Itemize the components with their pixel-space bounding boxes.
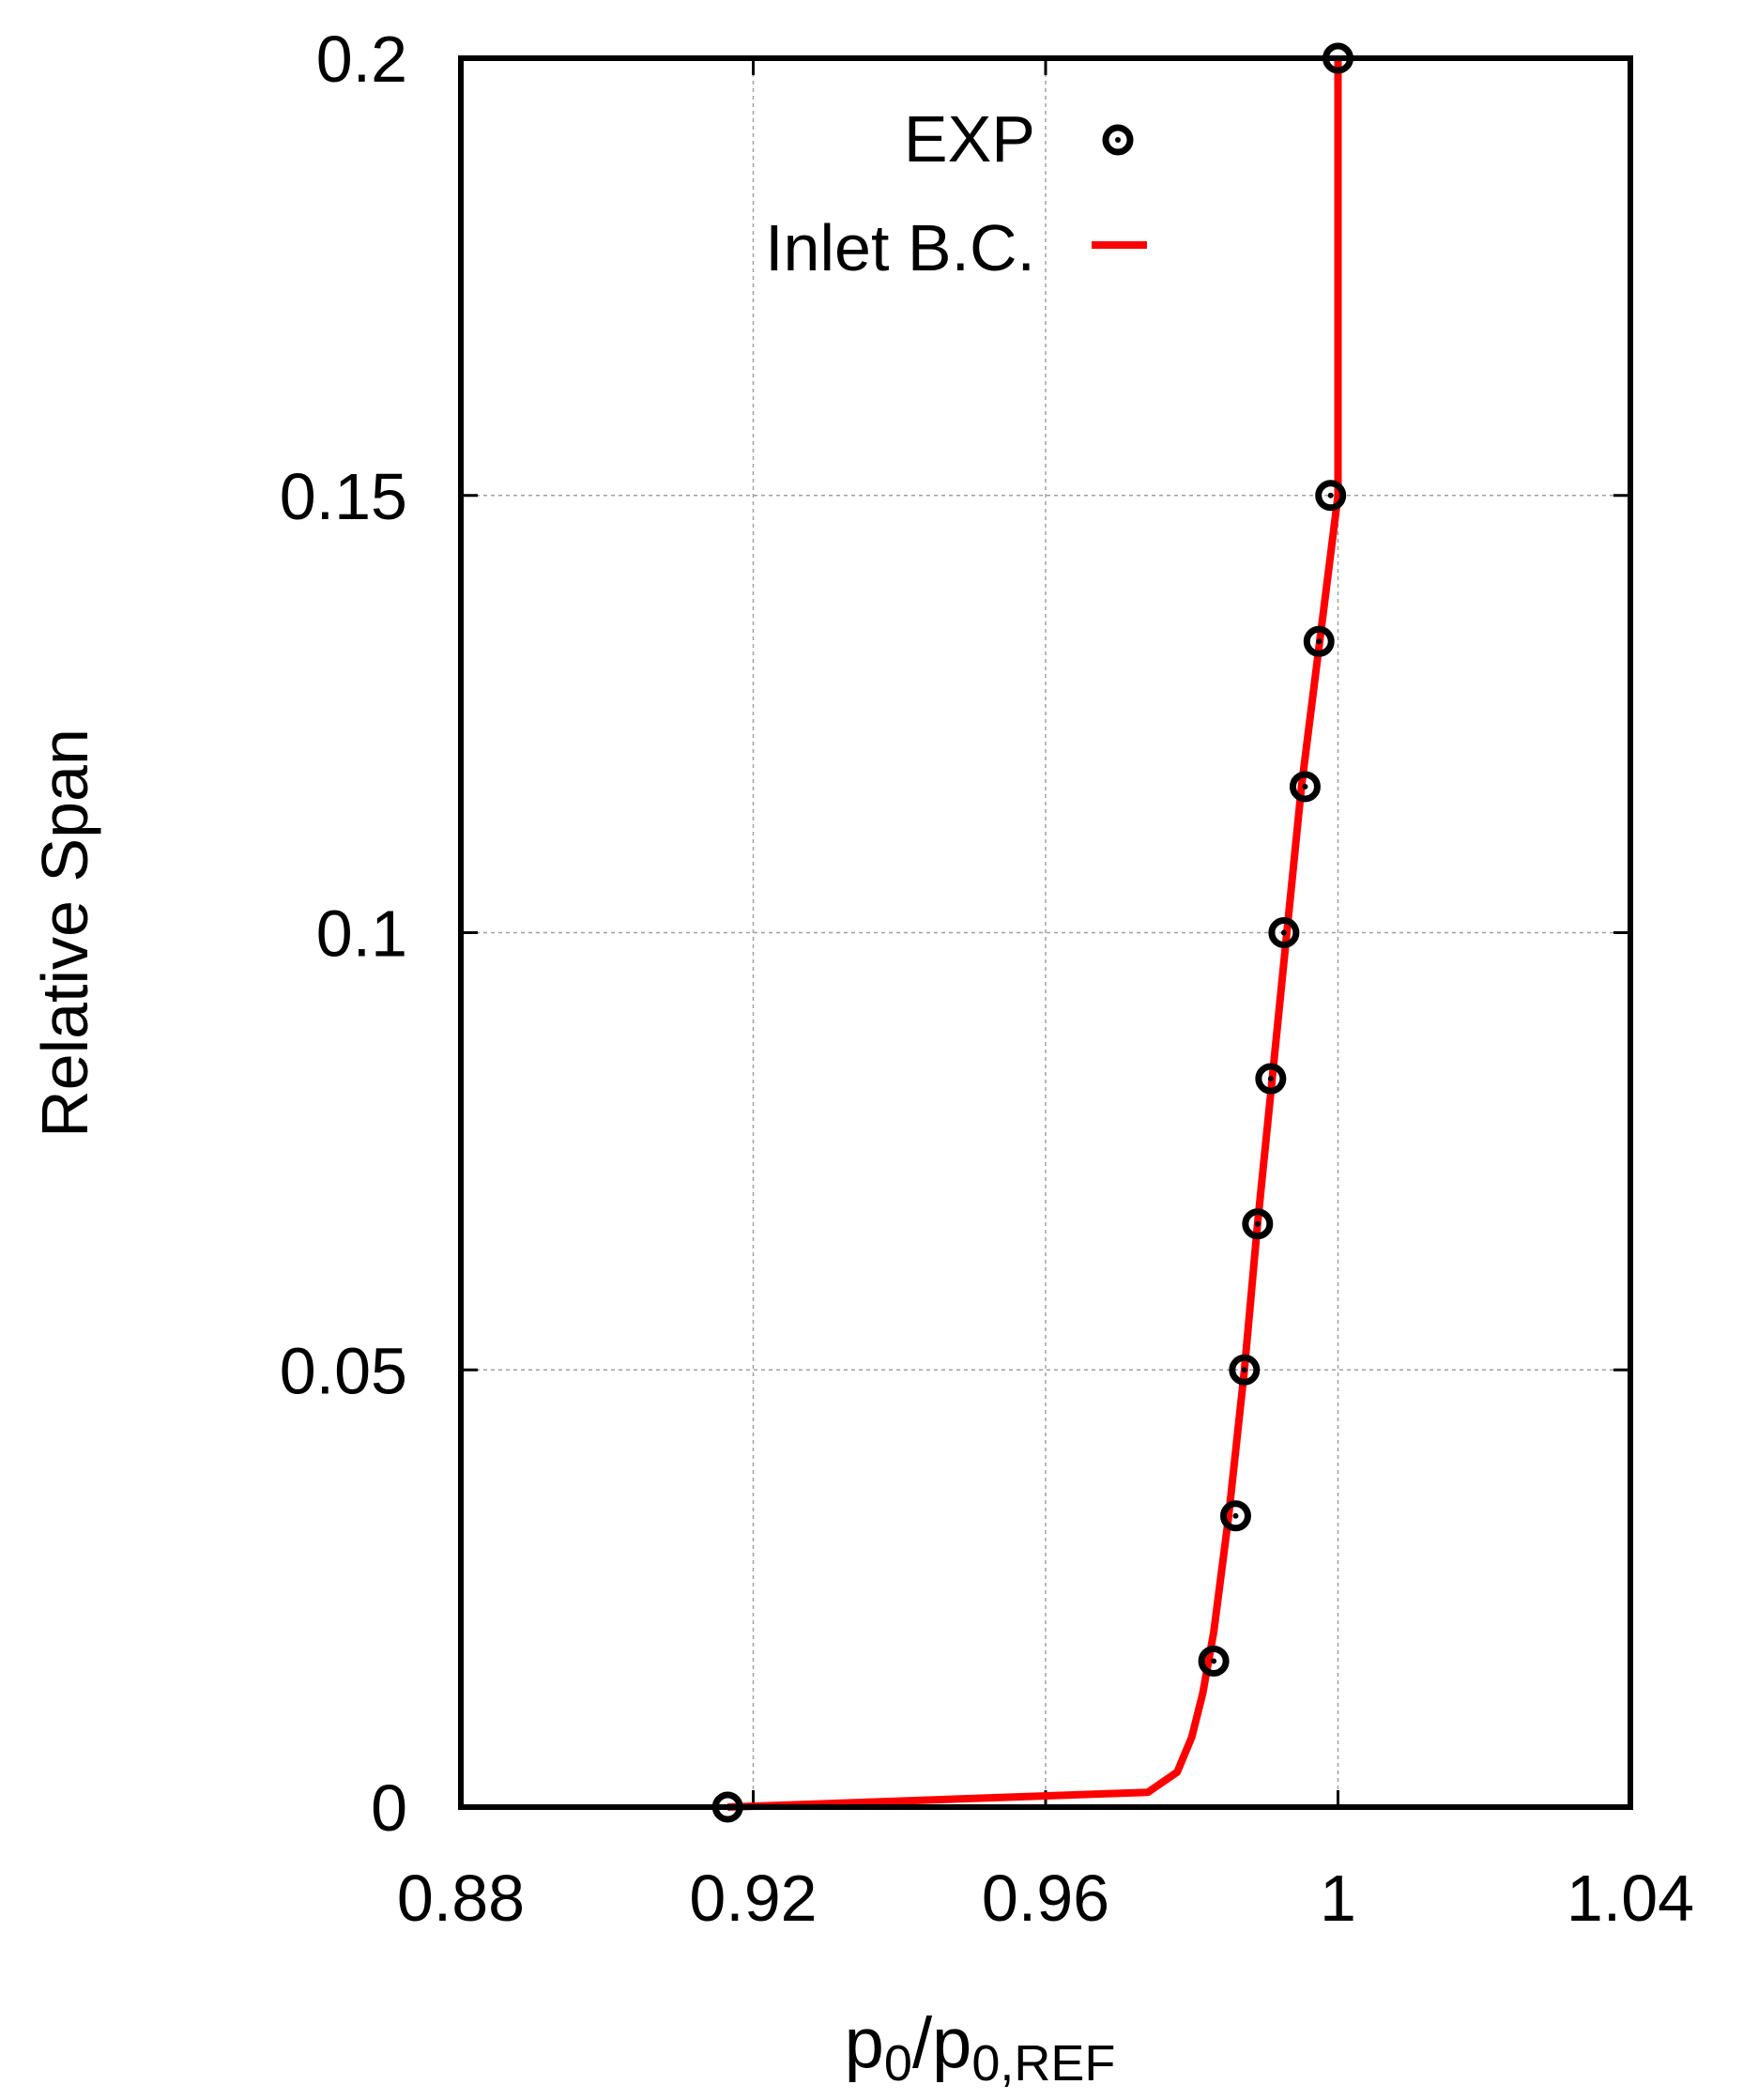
exp-data-point (1289, 771, 1321, 803)
legend-marker-exp (1102, 124, 1134, 156)
y-tick-label: 0 (371, 1771, 407, 1845)
x-tick-label: 0.96 (982, 1862, 1109, 1935)
legend-label-exp: EXP (904, 102, 1035, 176)
y-axis-label: Relative Span (28, 728, 101, 1138)
x-tick-label: 1 (1320, 1862, 1356, 1935)
x-tick-label: 0.92 (689, 1862, 817, 1935)
x-axis-label-sub2: 0,REF (971, 2035, 1115, 2092)
exp-data-point (1198, 1645, 1230, 1677)
y-tick-label: 0.2 (316, 23, 407, 96)
legend: EXP Inlet B.C. (765, 102, 1147, 284)
legend-label-inlet-bc: Inlet B.C. (765, 211, 1035, 284)
x-tick-labels: 0.88 0.92 0.96 1 1.04 (397, 1862, 1694, 1935)
exp-data-point (1255, 1063, 1287, 1095)
x-tick-label: 0.88 (397, 1862, 525, 1935)
x-axis-label-base: p (845, 2003, 884, 2083)
exp-data-point (1229, 1354, 1261, 1386)
y-tick-label: 0.05 (280, 1334, 407, 1407)
x-axis-label-sub1: 0 (884, 2035, 912, 2092)
x-tick-label: 1.04 (1567, 1862, 1694, 1935)
exp-data-point (1268, 917, 1300, 948)
exp-data-point (1219, 1500, 1251, 1532)
y-tick-label: 0.15 (280, 460, 407, 533)
grid-lines (461, 58, 1630, 1807)
x-axis-label: p0/p0,REF (845, 2003, 1116, 2092)
exp-data-point (1303, 625, 1335, 657)
exp-data-point (1242, 1208, 1274, 1240)
exp-data-point (1315, 480, 1347, 512)
plot-frame (458, 55, 1633, 1810)
y-tick-label: 0.1 (316, 897, 407, 971)
y-tick-labels: 0 0.05 0.1 0.15 0.2 (280, 23, 407, 1845)
x-axis-label-slash: /p (912, 2003, 971, 2083)
